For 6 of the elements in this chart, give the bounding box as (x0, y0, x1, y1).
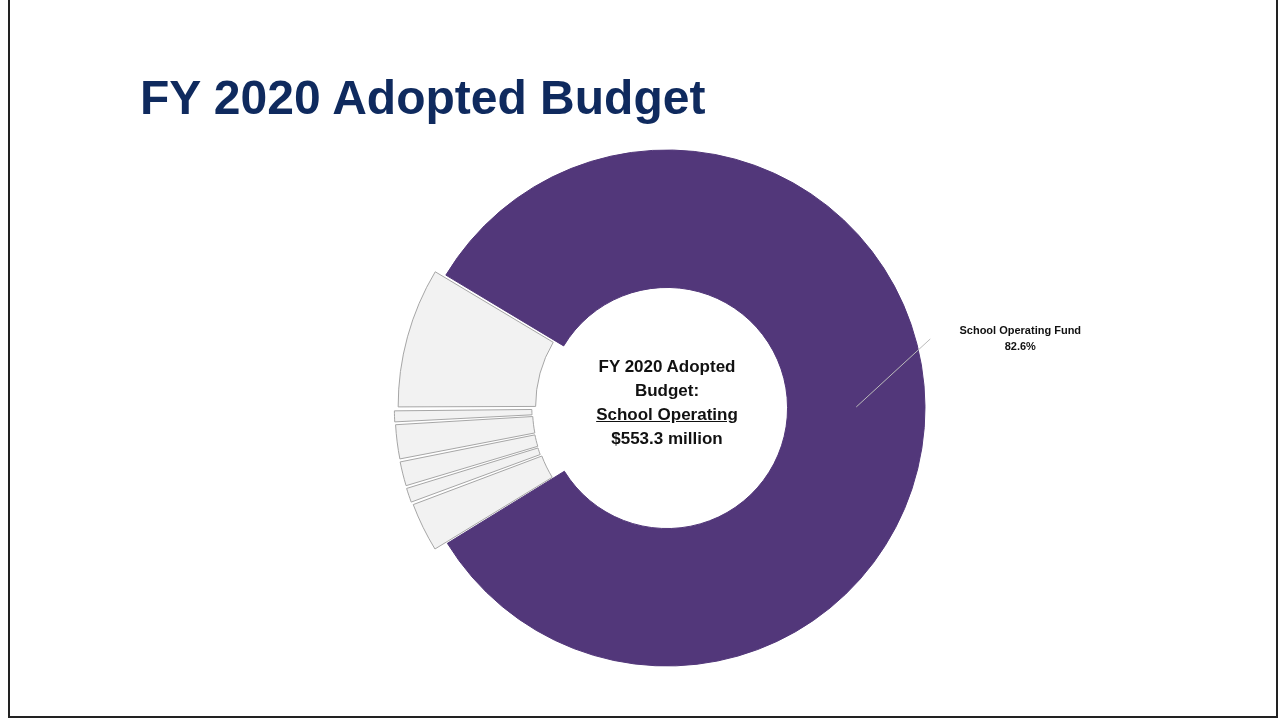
text: $553.3 million (610, 428, 724, 450)
data-label: 82.6% (1004, 339, 1037, 352)
text: School Operating (595, 404, 739, 426)
text: FY 2020 Adopted Budget: (597, 356, 737, 402)
chart-title: FY 2020 Adopted Budget (140, 70, 706, 125)
slice-label: School Operating Fund (959, 323, 1082, 336)
